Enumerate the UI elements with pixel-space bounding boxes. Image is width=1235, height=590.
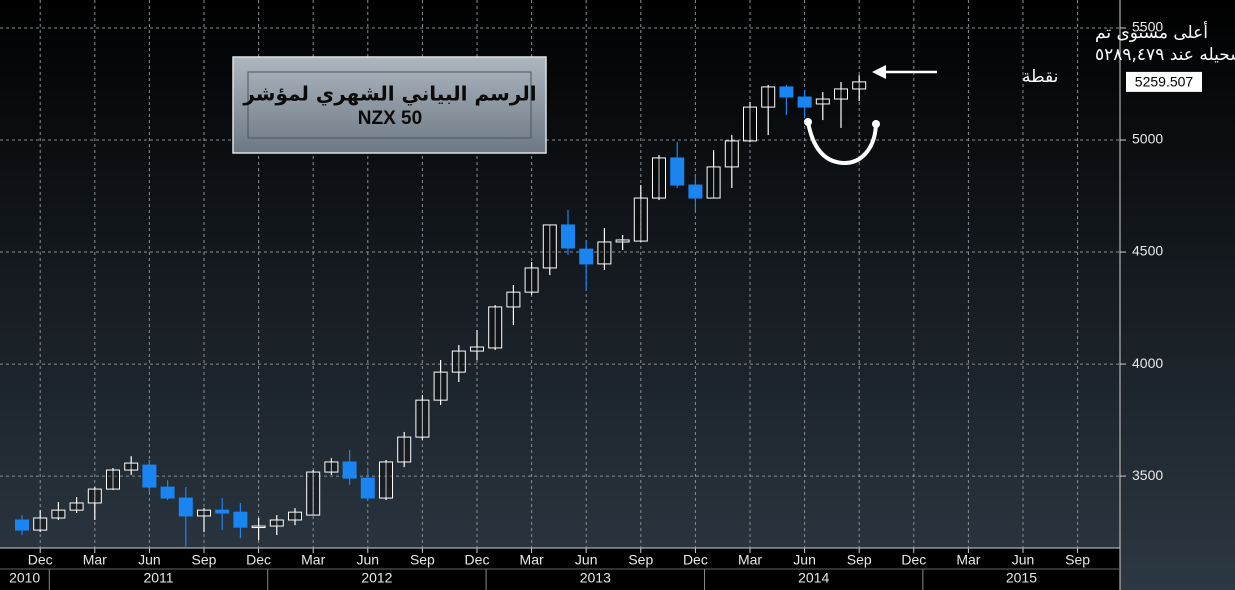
- candle-body: [797, 96, 812, 108]
- candle-body: [269, 519, 284, 527]
- candle-body: [579, 248, 594, 265]
- x-tick-label: Sep: [847, 552, 872, 568]
- candle-body: [688, 184, 703, 199]
- candle-body: [652, 157, 666, 199]
- x-tick-label: Jun: [357, 552, 380, 568]
- x-tick-label: Jun: [575, 552, 598, 568]
- y-tick-label: 5000: [1132, 131, 1163, 147]
- x-tick-label: Sep: [410, 552, 435, 568]
- annotation: أعلى مستوى تم: [1095, 21, 1208, 43]
- y-tick-label: 4000: [1132, 355, 1163, 371]
- candle-body: [288, 511, 302, 521]
- y-tick-label: 4500: [1132, 243, 1163, 259]
- candle-body: [124, 462, 139, 471]
- y-tick-label: 3500: [1132, 467, 1163, 483]
- x-tick-label: Mar: [83, 552, 107, 568]
- annotation: نقطة: [1022, 67, 1058, 87]
- candle-body: [597, 241, 612, 265]
- x-tick-label: Dec: [246, 552, 271, 568]
- year-label: 2013: [580, 570, 611, 586]
- x-tick-label: Sep: [1065, 552, 1090, 568]
- candle-body: [306, 471, 321, 516]
- candle-body: [488, 306, 503, 349]
- candle-body: [215, 509, 230, 514]
- x-tick-label: Sep: [628, 552, 653, 568]
- x-tick-label: Dec: [465, 552, 490, 568]
- x-tick-label: Sep: [192, 552, 217, 568]
- x-tick-label: Jun: [793, 552, 816, 568]
- candle-body: [670, 157, 685, 186]
- x-tick-label: Jun: [1012, 552, 1035, 568]
- candle-body: [506, 291, 521, 308]
- candle-body: [106, 469, 120, 490]
- candle-body: [142, 464, 157, 488]
- candle-body: [542, 224, 557, 269]
- candle-body: [633, 197, 648, 242]
- year-label: 2012: [361, 570, 392, 586]
- candle-body: [87, 488, 102, 504]
- candle-body: [433, 371, 448, 401]
- candle-body: [779, 86, 794, 98]
- year-label: 2010: [9, 570, 40, 586]
- x-tick-label: Dec: [901, 552, 926, 568]
- x-tick-label: Dec: [683, 552, 708, 568]
- x-tick-label: Mar: [520, 552, 544, 568]
- year-label: 2011: [143, 570, 173, 586]
- x-tick-label: Mar: [738, 552, 762, 568]
- candle-body: [233, 511, 248, 528]
- candle-body: [342, 461, 357, 479]
- candle-body: [178, 497, 193, 517]
- candle-body: [360, 477, 375, 499]
- year-label: 2014: [798, 570, 829, 586]
- x-tick-label: Dec: [28, 552, 53, 568]
- last-price-box: [1126, 71, 1202, 92]
- plot: [0, 0, 1120, 548]
- candle-body: [470, 346, 484, 352]
- y-tick-label: 5500: [1132, 19, 1163, 35]
- candle-body: [761, 86, 776, 108]
- candle-body: [15, 519, 29, 531]
- candle-body: [324, 461, 339, 473]
- title: الرسم البياني الشهري لمؤشر: [242, 82, 536, 107]
- candle-body: [69, 502, 84, 511]
- candle-body: [834, 88, 848, 100]
- annotation: تسحيله عند ٥٢٨٩,٤٧٩: [1095, 45, 1235, 65]
- x-tick-label: Mar: [956, 552, 980, 568]
- candle-body: [415, 399, 430, 438]
- candle-body: [33, 517, 48, 531]
- candle-body: [615, 239, 630, 243]
- candle-body: [815, 98, 830, 105]
- candle-body: [397, 436, 412, 463]
- candle-body: [706, 166, 721, 199]
- last-price-label: 5259.507: [1135, 74, 1194, 90]
- candle-body: [160, 486, 175, 499]
- candle-body: [561, 224, 575, 249]
- candle-body: [852, 81, 867, 90]
- candle-body: [524, 267, 539, 293]
- candle-body: [51, 509, 66, 519]
- arrow: [872, 65, 937, 79]
- candle-body: [197, 509, 211, 517]
- candle-body: [724, 140, 739, 168]
- title-box: [232, 56, 547, 154]
- x-tick-label: Mar: [301, 552, 325, 568]
- title: NZX 50: [358, 108, 422, 129]
- title-box-inner: [247, 71, 532, 139]
- year-label: 2015: [1006, 570, 1037, 586]
- candle-body: [379, 461, 393, 499]
- x-tick-label: Jun: [138, 552, 161, 568]
- candle-body: [743, 106, 757, 142]
- smile-shape: [804, 118, 880, 166]
- candle-body: [251, 525, 266, 529]
- candle-body: [451, 350, 466, 373]
